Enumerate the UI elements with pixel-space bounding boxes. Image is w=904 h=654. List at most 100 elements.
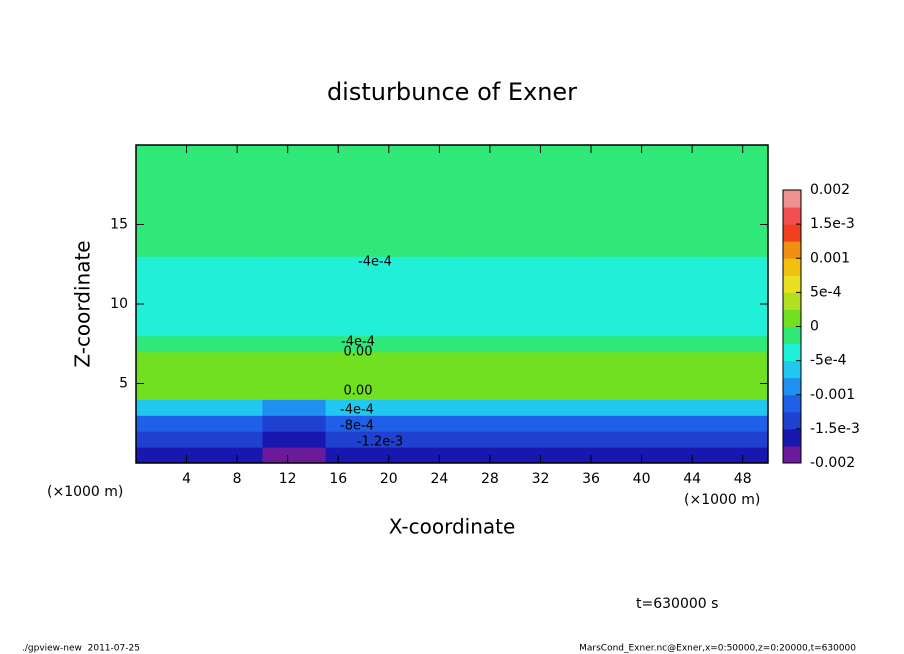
- field-cell: [704, 383, 769, 400]
- field-cell: [388, 240, 453, 257]
- contour-label: -4e-4: [341, 335, 375, 350]
- field-cell: [578, 415, 643, 432]
- field-cell: [388, 224, 453, 241]
- field-cell: [325, 224, 390, 241]
- field-cell: [136, 351, 200, 369]
- colorbar-band: [783, 241, 801, 259]
- field-cell: [641, 304, 706, 321]
- field-cell: [578, 431, 643, 448]
- field-cell: [452, 288, 516, 305]
- colorbar-band: [783, 360, 801, 379]
- footer: ./gpview-new 2011-07-25: [22, 644, 140, 654]
- field-cell: [262, 399, 327, 416]
- field-cell: [452, 351, 516, 369]
- field-cell: [641, 447, 706, 464]
- colorbar-label: 0: [810, 319, 819, 335]
- field-cell: [641, 272, 706, 289]
- field-cell: [388, 145, 453, 162]
- field-cell: [578, 399, 643, 416]
- field-cell: [515, 240, 579, 257]
- field-cell: [388, 319, 453, 337]
- field-cell: [452, 335, 516, 353]
- field-cell: [136, 304, 200, 321]
- field-cell: [704, 208, 769, 225]
- field-cell: [641, 335, 706, 353]
- field-cell: [704, 176, 769, 194]
- field-cell: [578, 383, 643, 400]
- field-cell: [704, 351, 769, 369]
- field-cell: [452, 447, 516, 464]
- colorbar-band: [783, 309, 801, 327]
- field-cell: [136, 319, 200, 337]
- field-cell: [388, 304, 453, 321]
- field-cell: [199, 415, 263, 432]
- field-cell: [262, 288, 327, 305]
- y-tick-label: 15: [110, 217, 128, 233]
- x-tick-label: 36: [582, 471, 600, 487]
- field-cell: [452, 256, 516, 273]
- field-cell: [704, 304, 769, 321]
- field-cell: [515, 431, 579, 448]
- field-cell: [136, 224, 200, 241]
- field-cell: [515, 383, 579, 400]
- field-cell: [136, 145, 200, 162]
- field-cell: [515, 208, 579, 225]
- field-cell: [199, 192, 263, 210]
- field-cell: [452, 160, 516, 178]
- field-cell: [452, 319, 516, 337]
- field-cell: [641, 367, 706, 384]
- field-cell: [641, 431, 706, 448]
- field-cell: [262, 192, 327, 210]
- contour-label: -8e-4: [340, 419, 374, 434]
- x-tick-label: 20: [380, 471, 398, 487]
- field-cell: [199, 240, 263, 257]
- field-cell: [388, 431, 453, 448]
- field-cell: [704, 160, 769, 178]
- field-cell: [704, 256, 769, 273]
- field-cell: [136, 208, 200, 225]
- x-unit: (×1000 m): [47, 484, 123, 500]
- colorbar-label: -1.5e-3: [810, 421, 860, 437]
- field-cell: [388, 272, 453, 289]
- colorbar-label: -0.002: [810, 455, 855, 471]
- field-cell: [452, 383, 516, 400]
- colorbar-label: 1.5e-3: [810, 216, 855, 232]
- field-cell: [325, 192, 390, 210]
- x-tick-label: 24: [430, 471, 448, 487]
- colorbar-band: [783, 428, 801, 447]
- field-cell: [515, 224, 579, 241]
- contour-label: -1.2e-3: [357, 435, 403, 450]
- field-cell: [452, 399, 516, 416]
- field-cell: [136, 335, 200, 353]
- field-cell: [388, 192, 453, 210]
- field-cell: [199, 399, 263, 416]
- field-cell: [578, 256, 643, 273]
- field-cell: [325, 272, 390, 289]
- field-cell: [262, 415, 327, 432]
- y-tick-label: 5: [119, 376, 128, 392]
- field-cell: [262, 208, 327, 225]
- field-cell: [136, 176, 200, 194]
- colorbar-label: 0.002: [810, 182, 850, 198]
- x-tick-label: 12: [279, 471, 297, 487]
- field-cell: [199, 383, 263, 400]
- field-cell: [388, 176, 453, 194]
- x-tick-label: 4: [182, 471, 191, 487]
- field-cell: [515, 367, 579, 384]
- field-cell: [199, 256, 263, 273]
- field-cell: [262, 431, 327, 448]
- colorbar-label: -5e-4: [810, 353, 847, 369]
- field-cell: [262, 272, 327, 289]
- field-cell: [388, 256, 453, 273]
- field-cell: [136, 399, 200, 416]
- field-cell: [515, 351, 579, 369]
- field-cell: [136, 383, 200, 400]
- field-cell: [515, 335, 579, 353]
- field-cell: [199, 160, 263, 178]
- colorbar-band: [783, 292, 801, 310]
- field-cell: [515, 176, 579, 194]
- field-cell: [199, 224, 263, 241]
- field-cell: [325, 431, 390, 448]
- field-cell: [136, 256, 200, 273]
